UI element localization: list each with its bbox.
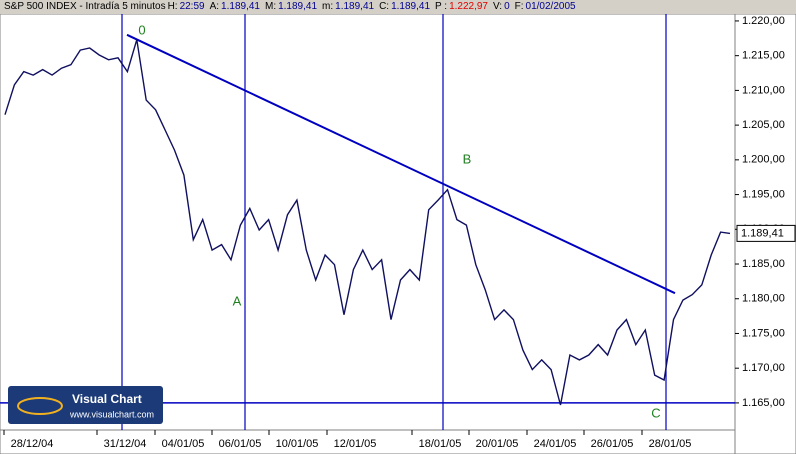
x-tick-label: 26/01/05: [591, 438, 634, 450]
x-tick-label: 24/01/05: [534, 438, 577, 450]
x-tick-label: 28/01/05: [649, 438, 692, 450]
header-field-label: V:: [493, 1, 503, 12]
logo-url: www.visualchart.com: [69, 409, 154, 419]
x-tick-label: 18/01/05: [419, 438, 462, 450]
price-line: [4, 39, 731, 406]
logo-swoosh: [17, 397, 63, 415]
wave-label: C: [651, 405, 660, 420]
header-title: S&P 500 INDEX - Intradía 5 minutos: [4, 1, 166, 12]
y-tick-label: 1.175,00: [742, 327, 785, 339]
x-axis-panel: [0, 429, 736, 454]
header: S&P 500 INDEX - Intradía 5 minutos H: 22:5…: [0, 0, 796, 14]
header-field-label: A:: [209, 1, 220, 12]
y-tick-label: 1.220,00: [742, 15, 785, 27]
header-field-label: C:: [379, 1, 390, 12]
y-tick-label: 1.195,00: [742, 188, 785, 200]
y-tick-label: 1.200,00: [742, 154, 785, 166]
logo: Visual Chart www.visualchart.com: [8, 386, 163, 424]
x-tick-label: 31/12/04: [104, 438, 147, 450]
trend-line: [126, 33, 676, 295]
plot-area: [0, 13, 736, 431]
y-tick-label: 1.185,00: [742, 258, 785, 270]
wave-label: 0: [138, 22, 145, 37]
wave-label: B: [463, 151, 472, 166]
header-field-value: 1.222,97: [449, 1, 488, 12]
y-tick-label: 1.210,00: [742, 84, 785, 96]
wave-label: A: [233, 293, 242, 308]
x-tick-label: 28/12/04: [11, 438, 54, 450]
x-tick-label: 20/01/05: [476, 438, 519, 450]
header-field-value: 01/02/2005: [525, 1, 576, 12]
y-tick-label: 1.165,00: [742, 397, 785, 409]
x-tick-label: 10/01/05: [276, 438, 319, 450]
y-tick-label: 1.180,00: [742, 293, 785, 305]
y-tick-label: 1.205,00: [742, 119, 785, 131]
last-price-label: 1.189,41: [741, 227, 784, 239]
header-field-value: 1.189,41: [391, 1, 431, 12]
header-field-value: 1.189,41: [278, 1, 318, 12]
header-field-value: 1.189,41: [335, 1, 375, 12]
last-price-box: [736, 224, 796, 242]
y-tick-label: 1.215,00: [742, 50, 785, 62]
header-field-value: 0: [504, 1, 510, 12]
y-tick-label: 1.170,00: [742, 362, 785, 374]
x-tick-label: 06/01/05: [219, 438, 262, 450]
header-field-label: P :: [435, 1, 448, 12]
header-field-label: M:: [264, 1, 277, 12]
header-field-label: H:: [167, 1, 178, 12]
header-field-label: m:: [322, 1, 334, 12]
header-field-value: 1.189,41: [221, 1, 260, 12]
header-field-value: 22:59: [179, 1, 205, 12]
x-tick-label: 04/01/05: [162, 438, 205, 450]
logo-name: Visual Chart: [72, 392, 142, 406]
x-tick-label: 12/01/05: [334, 438, 377, 450]
header-field-label: F:: [514, 1, 524, 12]
